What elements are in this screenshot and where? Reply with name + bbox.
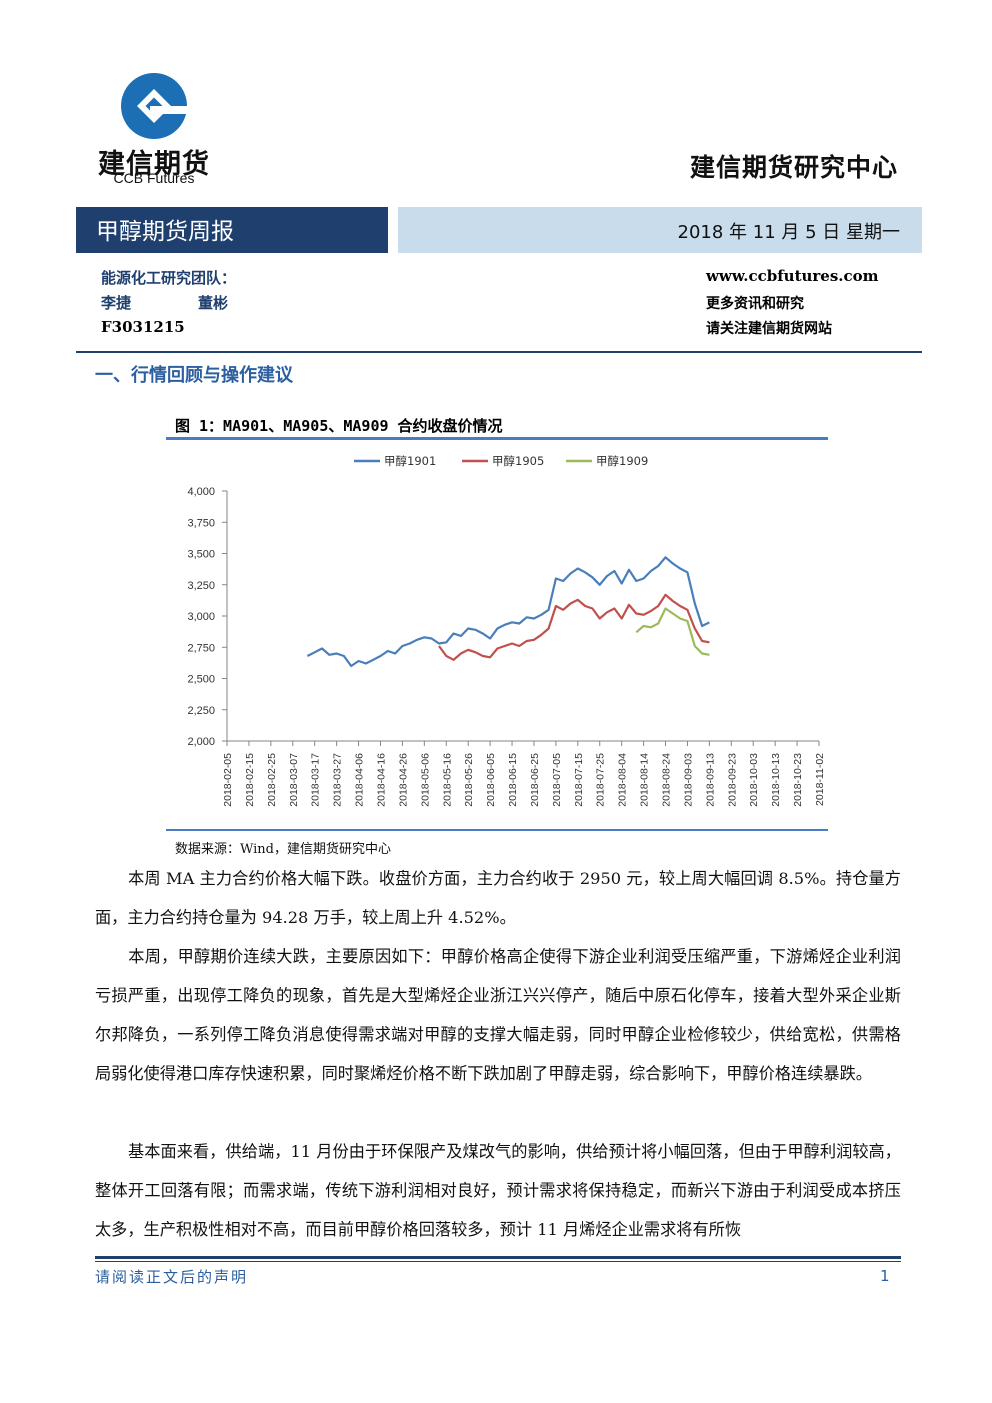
x-tick-label: 2018-03-17 [310, 753, 322, 807]
website-link[interactable]: www.ccbfutures.com [706, 267, 879, 285]
section-title: 一、行情回顾与操作建议 [95, 365, 293, 386]
x-tick-label: 2018-02-25 [266, 753, 278, 807]
x-tick-label: 2018-06-25 [529, 753, 541, 807]
x-tick-label: 2018-06-05 [485, 753, 497, 807]
page-number: 1 [880, 1267, 890, 1285]
report-date: 2018 年 11 月 5 日 星期一 [677, 222, 901, 243]
figure-bottom-rule [166, 829, 828, 831]
y-tick-label: 2,750 [187, 642, 215, 654]
logo-english-text: CCB Futures [113, 170, 195, 186]
y-tick-label: 2,500 [187, 674, 215, 686]
certificate-number: F3031215 [101, 318, 185, 336]
series-lines [306, 556, 710, 668]
y-tick-label: 2,250 [187, 705, 215, 717]
x-tick-label: 2018-03-07 [288, 753, 300, 807]
y-tick-label: 3,000 [187, 611, 215, 623]
legend-label: 甲醇1901 [384, 454, 436, 468]
author-name: 董彬 [198, 294, 229, 312]
more-info-line: 更多资讯和研究 [706, 296, 804, 312]
y-axis: 4,000 3,750 3,500 3,250 3,000 2,750 2,500 2,250… [187, 486, 228, 748]
x-tick-label: 2018-09-23 [726, 753, 738, 807]
date-bar [398, 207, 922, 253]
x-tick-label: 2018-06-15 [507, 753, 519, 807]
x-tick-label: 2018-07-25 [595, 753, 607, 807]
x-axis: 2018-02-05 2018-02-15 2018-02-25 2018-03-07… [222, 740, 826, 807]
x-tick-label: 2018-02-15 [244, 753, 256, 807]
y-tick-label: 3,250 [187, 580, 215, 592]
y-tick-label: 3,500 [187, 549, 215, 561]
x-tick-label: 2018-08-04 [617, 753, 629, 807]
research-center-name: 建信期货研究中心 [689, 153, 898, 182]
x-tick-label: 2018-11-02 [814, 753, 826, 806]
series-line [438, 593, 710, 661]
x-tick-label: 2018-10-23 [792, 753, 804, 807]
x-tick-label: 2018-05-06 [419, 753, 431, 807]
figure-top-rule [166, 437, 828, 440]
x-tick-label: 2018-07-15 [573, 753, 585, 807]
body-paragraph: 本周，甲醇期价连续大跌，主要原因如下：甲醇价格高企使得下游企业利润受压缩严重，下… [95, 947, 901, 1083]
header-divider [76, 351, 922, 353]
x-tick-label: 2018-09-03 [682, 753, 694, 807]
x-tick-label: 2018-04-06 [354, 753, 366, 807]
figure-title: 图 1：MA901、MA905、MA909 合约收盘价情况 [175, 417, 503, 435]
logo-chinese-text: 建信期货 [98, 149, 210, 180]
x-tick-label: 2018-05-16 [441, 753, 453, 807]
footer-rule [95, 1256, 901, 1259]
report-title: 甲醇期货周报 [96, 219, 234, 245]
x-tick-label: 2018-10-13 [770, 753, 782, 807]
y-tick-label: 3,750 [187, 517, 215, 529]
price-line-chart: 甲醇1901 甲醇1905 甲醇1909 4,000 3,750 3,500 3,250 3… [187, 454, 826, 807]
disclaimer-note: 请阅读正文后的声明 [95, 1268, 249, 1286]
body-paragraph: 本周 MA 主力合约价格大幅下跌。收盘价方面，主力合约收于 2950 元，较上周… [95, 869, 901, 927]
data-source-note: 数据来源：Wind，建信期货研究中心 [175, 842, 391, 857]
author-name: 李捷 [101, 294, 132, 312]
more-info-line: 请关注建信期货网站 [706, 321, 832, 337]
x-tick-label: 2018-08-14 [639, 753, 651, 807]
x-tick-label: 2018-09-13 [704, 753, 716, 807]
x-tick-label: 2018-05-26 [463, 753, 475, 807]
x-tick-label: 2018-08-24 [661, 753, 673, 807]
series-line [635, 607, 710, 656]
title-bar [76, 207, 388, 253]
y-tick-label: 4,000 [187, 486, 215, 498]
x-tick-label: 2018-10-03 [748, 753, 760, 807]
chart-legend: 甲醇1901 甲醇1905 甲醇1909 [354, 454, 648, 468]
y-tick-label: 2,000 [187, 736, 215, 748]
x-tick-label: 2018-04-16 [375, 753, 387, 807]
x-tick-label: 2018-07-05 [551, 753, 563, 807]
legend-label: 甲醇1909 [596, 454, 648, 468]
footer-rule [95, 1261, 901, 1262]
team-label: 能源化工研究团队： [101, 269, 237, 287]
body-paragraph: 基本面来看，供给端，11 月份由于环保限产及煤改气的影响，供给预计将小幅回落，但… [95, 1142, 901, 1239]
series-line [306, 556, 710, 668]
x-tick-label: 2018-02-05 [222, 753, 234, 807]
legend-label: 甲醇1905 [492, 454, 544, 468]
ccb-futures-logo: 建信期货 CCB Futures [84, 70, 224, 188]
x-tick-label: 2018-03-27 [332, 753, 344, 807]
x-tick-label: 2018-04-26 [397, 753, 409, 807]
